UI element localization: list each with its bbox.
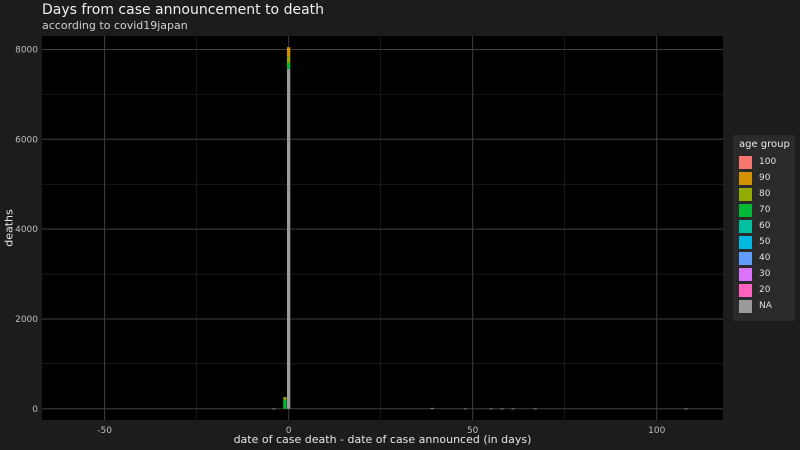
bar-segment xyxy=(286,56,291,63)
legend-label: 60 xyxy=(759,221,771,231)
legend-item: 100 xyxy=(739,155,795,171)
y-tick-label: 8000 xyxy=(15,45,38,55)
legend-label: 90 xyxy=(759,173,771,183)
legend-label: 40 xyxy=(759,253,771,263)
legend-label: 50 xyxy=(759,237,771,247)
x-tick-label: 0 xyxy=(286,426,292,436)
legend-label: NA xyxy=(759,301,772,311)
bar-segment xyxy=(286,68,291,409)
legend-swatch xyxy=(739,284,752,297)
y-tick-label: 0 xyxy=(32,405,38,415)
bar-segment xyxy=(684,408,688,410)
legend-swatch xyxy=(739,172,752,185)
bar-segment xyxy=(511,408,515,410)
grid xyxy=(42,36,723,420)
bars xyxy=(272,47,688,410)
x-tick-label: -50 xyxy=(97,426,112,436)
x-tick-label: 100 xyxy=(648,426,665,436)
plot-panel xyxy=(42,36,723,420)
legend-item: 70 xyxy=(739,203,795,219)
y-axis-title: deaths xyxy=(2,209,16,247)
legend-item: 80 xyxy=(739,187,795,203)
bar-segment xyxy=(430,407,434,409)
legend-swatch xyxy=(739,300,752,313)
legend-swatch xyxy=(739,220,752,233)
legend-label: 70 xyxy=(759,205,771,215)
legend-item: 20 xyxy=(739,283,795,299)
legend-label: 30 xyxy=(759,269,771,279)
legend-swatch xyxy=(739,188,752,201)
bar-segment xyxy=(272,408,276,410)
legend-swatch xyxy=(739,268,752,281)
legend: age group 100 90 80 70 60 50 40 30 20 NA xyxy=(733,135,795,321)
legend-swatch xyxy=(739,156,752,169)
legend-label: 80 xyxy=(759,189,771,199)
bar-segment xyxy=(500,408,504,410)
legend-label: 100 xyxy=(759,157,777,167)
y-tick-label: 4000 xyxy=(15,225,38,235)
bar-segment xyxy=(533,408,537,410)
bar-segment xyxy=(286,47,291,57)
legend-item: 40 xyxy=(739,251,795,267)
legend-item: 50 xyxy=(739,235,795,251)
tick-labels: -50 0 50 100 0 2000 4000 6000 8000 xyxy=(15,45,666,436)
legend-item: 90 xyxy=(739,171,795,187)
legend-swatch xyxy=(739,204,752,217)
legend-swatch xyxy=(739,236,752,249)
bar-segment xyxy=(463,408,467,410)
x-axis-title: date of case death - date of case announ… xyxy=(233,433,532,446)
bar-segment xyxy=(286,62,291,69)
chart-title: Days from case announcement to death xyxy=(42,2,325,18)
legend-label: 20 xyxy=(759,285,771,295)
bar-segment xyxy=(283,399,287,409)
legend-item: NA xyxy=(739,299,795,315)
y-tick-label: 2000 xyxy=(15,315,38,325)
bar-segment xyxy=(283,397,287,400)
legend-item: 30 xyxy=(739,267,795,283)
bar-segment xyxy=(489,408,493,410)
legend-item: 60 xyxy=(739,219,795,235)
y-tick-label: 6000 xyxy=(15,135,38,145)
chart-subtitle: according to covid19japan xyxy=(42,19,188,32)
legend-title: age group xyxy=(739,139,790,150)
legend-swatch xyxy=(739,252,752,265)
x-tick-label: 50 xyxy=(467,426,479,436)
